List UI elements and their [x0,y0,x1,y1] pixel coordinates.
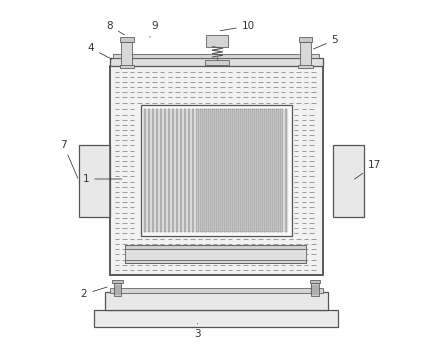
Bar [125,245,306,263]
Bar [284,108,287,232]
Bar [121,42,132,66]
Bar [79,145,110,217]
Bar [272,108,275,232]
Bar [224,108,226,232]
Bar [264,108,267,232]
Bar [310,280,320,284]
Bar [141,105,292,236]
Bar [192,108,194,232]
Text: 5: 5 [313,35,338,49]
Bar [256,108,259,232]
Bar [196,108,198,232]
Bar [206,35,229,47]
Text: 17: 17 [354,160,381,179]
Text: 2: 2 [81,287,107,299]
Bar [204,108,206,232]
Bar [249,108,251,232]
Bar [184,108,187,232]
Bar [152,108,155,232]
Text: 8: 8 [106,21,124,35]
Bar [156,108,159,232]
Text: 7: 7 [60,140,78,178]
Bar [216,108,218,232]
Bar [110,288,323,293]
Text: 9: 9 [150,21,158,37]
Bar [144,108,146,232]
Text: 10: 10 [220,21,255,31]
Bar [148,108,150,232]
Bar [105,292,328,310]
Bar [233,108,235,232]
Bar [311,284,319,296]
Bar [229,108,230,232]
Bar [160,108,163,232]
Bar [299,37,312,42]
Bar [188,108,190,232]
Bar [333,145,364,217]
Bar [220,108,222,232]
Bar [120,37,133,42]
Bar [94,310,338,327]
Bar [110,58,323,66]
Bar [180,108,183,232]
Bar [212,108,214,232]
Bar [208,108,210,232]
Bar [200,108,202,232]
Bar [268,108,271,232]
Bar [245,108,247,232]
Text: 1: 1 [82,174,122,184]
Bar [172,108,175,232]
Bar [120,65,134,68]
Bar [125,245,306,250]
Bar [164,108,167,232]
Text: 3: 3 [194,323,201,339]
Bar [276,108,279,232]
Bar [125,260,306,263]
Bar [176,108,179,232]
Bar [168,108,171,232]
Bar [253,108,255,232]
Bar [241,108,243,232]
Text: 4: 4 [88,43,112,59]
Bar [205,60,229,65]
Bar [113,284,121,296]
Bar [300,42,311,66]
Bar [280,108,283,232]
Bar [110,66,323,275]
Bar [110,66,323,275]
Bar [113,54,319,58]
Bar [299,65,313,68]
Bar [237,108,239,232]
Bar [112,280,123,284]
Bar [260,108,263,232]
